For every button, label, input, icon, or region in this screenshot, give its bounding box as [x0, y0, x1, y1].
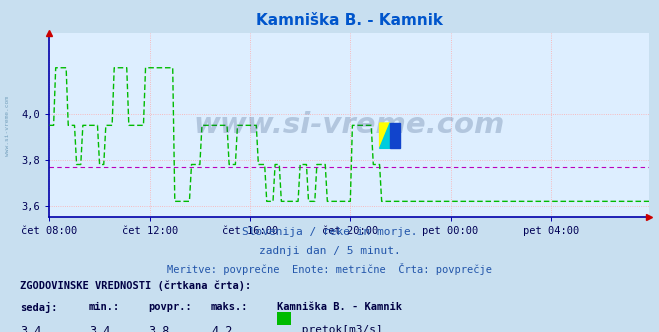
Text: povpr.:: povpr.: [148, 302, 192, 312]
Text: 3,4: 3,4 [89, 325, 110, 332]
Text: 3,8: 3,8 [148, 325, 169, 332]
Title: Kamniška B. - Kamnik: Kamniška B. - Kamnik [256, 13, 443, 28]
Text: ZGODOVINSKE VREDNOSTI (črtkana črta):: ZGODOVINSKE VREDNOSTI (črtkana črta): [20, 281, 251, 291]
Polygon shape [390, 123, 401, 148]
Text: Slovenija / reke in morje.: Slovenija / reke in morje. [242, 227, 417, 237]
Text: pretok[m3/s]: pretok[m3/s] [295, 325, 383, 332]
Polygon shape [380, 123, 390, 148]
Text: www.si-vreme.com: www.si-vreme.com [194, 111, 505, 139]
Text: sedaj:: sedaj: [20, 302, 57, 313]
Text: Meritve: povprečne  Enote: metrične  Črta: povprečje: Meritve: povprečne Enote: metrične Črta:… [167, 263, 492, 275]
Polygon shape [380, 123, 390, 148]
Text: zadnji dan / 5 minut.: zadnji dan / 5 minut. [258, 246, 401, 256]
Text: 4,2: 4,2 [211, 325, 232, 332]
Text: www.si-vreme.com: www.si-vreme.com [5, 96, 11, 156]
Text: min.:: min.: [89, 302, 120, 312]
Text: Kamniška B. - Kamnik: Kamniška B. - Kamnik [277, 302, 402, 312]
Text: 3,4: 3,4 [20, 325, 41, 332]
Text: maks.:: maks.: [211, 302, 248, 312]
